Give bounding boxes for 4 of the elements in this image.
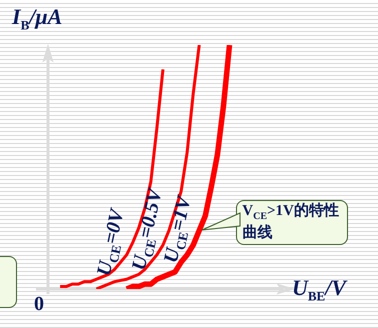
y-axis-title: I$_{B}$/μA	[12, 4, 62, 34]
text: 0	[34, 293, 44, 316]
x-axis-title: U$_{BE}$/V	[292, 275, 346, 304]
annotation: V$_{CE}$>1V的特性曲线	[236, 200, 348, 246]
